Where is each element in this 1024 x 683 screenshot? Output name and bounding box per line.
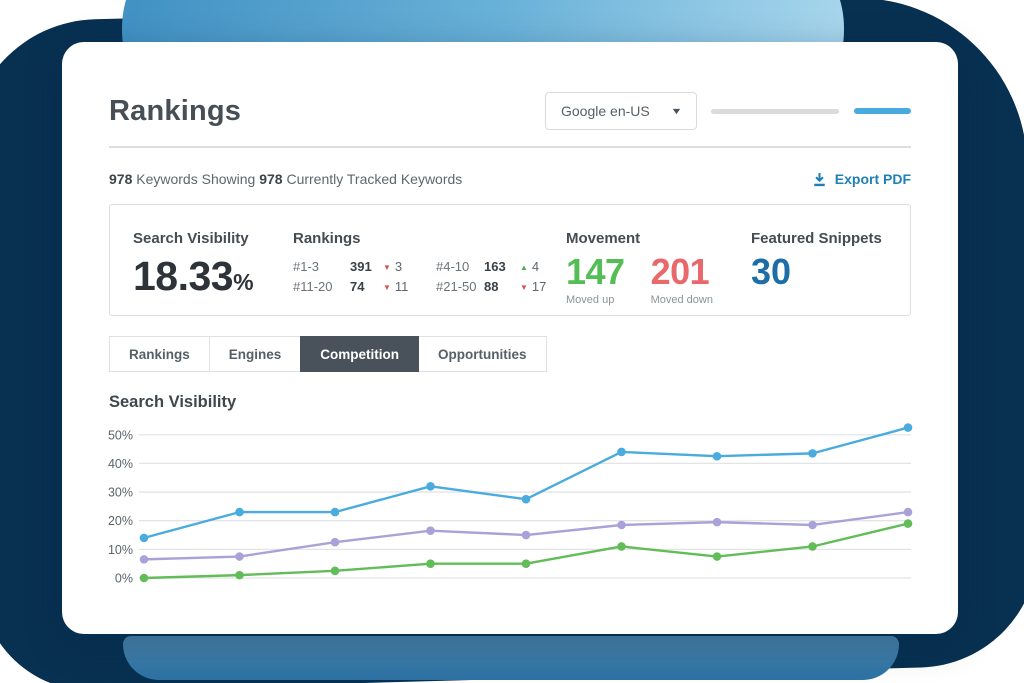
- rank-range: #4-10: [436, 259, 470, 274]
- tab-engines[interactable]: Engines: [208, 336, 302, 372]
- svg-text:50%: 50%: [108, 428, 133, 442]
- search-visibility-value: 18.33%: [133, 253, 293, 300]
- rankings-label: Rankings: [293, 230, 361, 247]
- stat-movement: Movement 147 Moved up 201 Moved down: [566, 230, 751, 315]
- header-controls: Google en-US ▼: [545, 92, 911, 130]
- download-icon: [814, 172, 825, 186]
- arrow-down-icon: ▼: [520, 283, 528, 292]
- rank-count: 163: [484, 259, 506, 274]
- tab-opportunities[interactable]: Opportunities: [418, 336, 547, 372]
- keywords-tracked-count: 978: [259, 171, 283, 187]
- rank-delta: ▼ 11: [383, 279, 409, 294]
- movement-up-caption: Moved up: [566, 294, 615, 306]
- rank-range: #21-50: [436, 279, 477, 294]
- movement-up-value: 147: [566, 251, 625, 292]
- chevron-down-icon: ▼: [670, 106, 683, 116]
- arrow-down-icon: ▼: [383, 263, 391, 272]
- arrow-up-icon: ▲: [520, 263, 528, 272]
- background-bottom-blue-shape: [123, 636, 899, 680]
- stat-rankings: Rankings #1-3 391 ▼ 3 #4-10 163 ▲ 4 #11-20 74 ▼ 11 #…: [293, 230, 566, 315]
- search-visibility-unit: %: [233, 269, 254, 295]
- tab-rankings[interactable]: Rankings: [109, 336, 210, 372]
- movement-up: 147 Moved up: [566, 251, 625, 306]
- svg-text:40%: 40%: [108, 457, 133, 471]
- svg-text:20%: 20%: [108, 514, 133, 528]
- search-engine-dropdown-value: Google en-US: [561, 103, 650, 119]
- rankings-breakdown-table: #1-3 391 ▼ 3 #4-10 163 ▲ 4 #11-20 74 ▼ 11 #21-50 88 ▼ 1…: [293, 259, 566, 294]
- chart-title: Search Visibility: [109, 393, 237, 411]
- search-visibility-number: 18.33: [133, 253, 234, 299]
- movement-down-caption: Moved down: [650, 294, 713, 306]
- movement-down-value: 201: [650, 251, 710, 292]
- keywords-tracked-text: Currently Tracked Keywords: [282, 171, 463, 187]
- tab-bar: Rankings Engines Competition Opportunities: [109, 336, 911, 372]
- rankings-card: Rankings Google en-US ▼ 978 Keywords Sho…: [62, 42, 958, 634]
- featured-snippets-value: 30: [751, 251, 792, 292]
- featured-snippets-label: Featured Snippets: [751, 230, 882, 247]
- stats-panel: Search Visibility 18.33% Rankings #1-3 39…: [109, 204, 911, 316]
- movement-label: Movement: [566, 230, 641, 247]
- search-visibility-label: Search Visibility: [133, 230, 249, 247]
- summary-row: 978 Keywords Showing 978 Currently Track…: [109, 171, 911, 187]
- keywords-summary: 978 Keywords Showing 978 Currently Track…: [109, 171, 462, 187]
- progress-indicator: [854, 108, 911, 114]
- svg-text:10%: 10%: [108, 543, 133, 557]
- rank-range: #1-3: [293, 259, 320, 274]
- svg-text:0%: 0%: [115, 572, 133, 586]
- rank-range: #11-20: [293, 279, 333, 294]
- progress-track: [711, 108, 839, 114]
- svg-text:30%: 30%: [108, 486, 133, 500]
- page-title: Rankings: [109, 94, 242, 127]
- movement-down: 201 Moved down: [651, 251, 713, 306]
- arrow-down-icon: ▼: [383, 283, 391, 292]
- visibility-chart[interactable]: 50% 40% 30% 20% 10% 0%: [108, 414, 915, 586]
- search-engine-dropdown[interactable]: Google en-US ▼: [545, 92, 697, 130]
- rank-count: 74: [350, 279, 365, 294]
- rank-delta: ▲ 4: [520, 259, 540, 274]
- stat-search-visibility: Search Visibility 18.33%: [133, 230, 293, 315]
- keywords-showing-text: Keywords Showing: [132, 171, 260, 187]
- card-header: Rankings Google en-US ▼: [109, 92, 911, 130]
- rank-delta: ▼ 3: [383, 259, 403, 274]
- rank-count: 391: [350, 259, 372, 274]
- tab-competition[interactable]: Competition: [300, 336, 420, 372]
- export-pdf-label: Export PDF: [834, 171, 911, 187]
- keywords-showing-count: 978: [109, 171, 133, 187]
- rank-count: 88: [484, 279, 499, 294]
- rank-delta: ▼ 17: [520, 279, 547, 294]
- header-divider: [109, 146, 911, 148]
- movement-values: 147 Moved up 201 Moved down: [566, 251, 751, 306]
- export-pdf-button[interactable]: Export PDF: [812, 171, 911, 187]
- stat-featured-snippets: Featured Snippets 30: [751, 230, 910, 315]
